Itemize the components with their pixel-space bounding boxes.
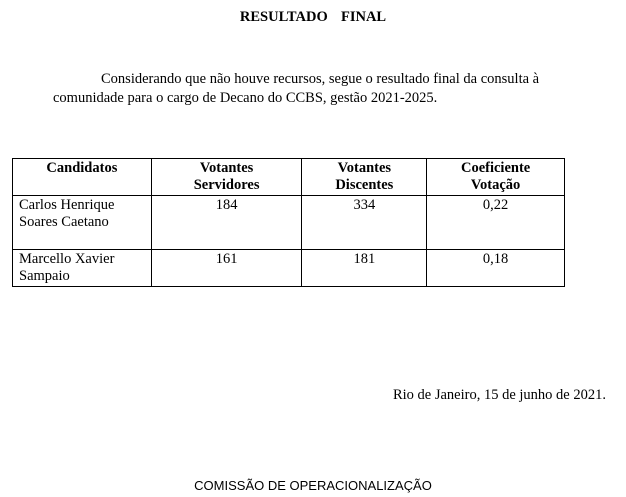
votantes-servidores: 161	[150, 249, 303, 287]
paragraph-line-1: Considerando que não houve recursos, seg…	[101, 71, 540, 87]
table-header-row: Candidatos Votantes Servidores Votantes Di…	[12, 158, 565, 196]
header-votantes-servidores: Votantes Servidores	[150, 158, 303, 196]
table-row: Carlos Henrique Soares Caetano 184 334 0,…	[12, 195, 565, 250]
paragraph-line-2: comunidade para o cargo de Decano do CCB…	[53, 90, 438, 106]
votantes-discentes: 334	[301, 195, 428, 250]
header-votantes-discentes: Votantes Discentes	[301, 158, 428, 196]
results-table: Candidatos Votantes Servidores Votantes Di…	[12, 158, 565, 287]
footer-commission: COMISSÃO DE OPERACIONALIZAÇÃO	[194, 478, 432, 493]
coeficiente: 0,22	[426, 195, 565, 250]
candidate-name: Carlos Henrique Soares Caetano	[12, 195, 152, 250]
candidate-name: Marcello Xavier Sampaio	[12, 249, 152, 287]
document-title: RESULTADO FINAL	[239, 9, 387, 25]
place-date: Rio de Janeiro, 15 de junho de 2021.	[392, 387, 606, 403]
header-coeficiente-votacao: Coeficiente Votação	[426, 158, 565, 196]
votantes-servidores: 184	[150, 195, 303, 250]
header-candidatos: Candidatos	[12, 158, 152, 196]
coeficiente: 0,18	[426, 249, 565, 287]
table-row: Marcello Xavier Sampaio 161 181 0,18	[12, 249, 565, 287]
votantes-discentes: 181	[301, 249, 428, 287]
